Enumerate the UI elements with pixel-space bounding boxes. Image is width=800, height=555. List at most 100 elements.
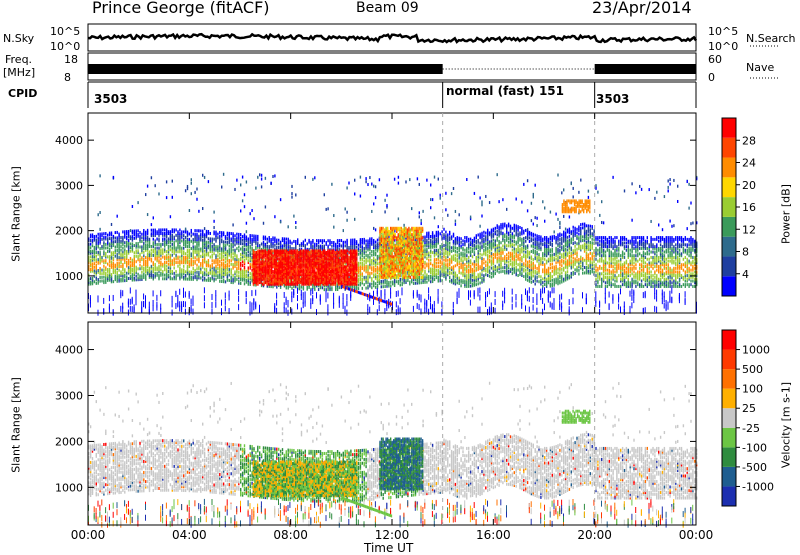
power-echo-cell (497, 266, 498, 269)
power-echo-cell (105, 232, 106, 235)
power-echo-cell (365, 243, 366, 246)
power-echo-cell (291, 242, 292, 245)
power-echo-cell (455, 223, 456, 226)
power-echo-cell (365, 240, 366, 243)
power-echo-cell (337, 239, 338, 242)
power-echo-cell (166, 250, 167, 253)
power-echo-cell (168, 230, 169, 233)
power-echo-cell (512, 232, 513, 235)
power-echo-cell (462, 239, 463, 242)
power-echo-cell (98, 233, 99, 236)
power-echo-cell (424, 236, 425, 239)
power-echo-cell (107, 250, 108, 253)
power-echo-cell (111, 223, 112, 226)
power-echo-cell (459, 277, 460, 280)
power-echo-cell (540, 294, 541, 300)
power-echo-cell (466, 178, 467, 181)
power-echo-cell (417, 290, 418, 296)
power-echo-cell (497, 257, 498, 260)
power-echo-cell (196, 274, 197, 277)
power-echo-cell (489, 258, 490, 261)
power-echo-cell (185, 291, 186, 297)
power-echo-cell (248, 266, 249, 269)
power-echo-cell (364, 256, 365, 259)
power-echo-cell (208, 252, 209, 255)
power-echo-cell (236, 179, 237, 182)
power-echo-cell (208, 241, 209, 244)
power-echo-cell (502, 257, 503, 260)
power-echo-cell (474, 244, 475, 247)
power-echo-cell (160, 228, 161, 231)
power-echo-cell (502, 301, 503, 307)
power-echo-cell (358, 284, 359, 287)
power-echo-cell (225, 257, 226, 260)
power-echo-cell (489, 255, 490, 258)
power-echo-cell (204, 271, 205, 274)
power-echo-cell (517, 274, 518, 277)
power-echo-cell (377, 242, 378, 245)
power-echo-cell (303, 292, 304, 298)
power-echo-cell (185, 252, 186, 255)
power-echo-cell (141, 265, 142, 268)
power-echo-cell (512, 261, 513, 264)
power-echo-cell (314, 176, 315, 179)
power-echo-cell (231, 259, 232, 262)
power-echo-cell (187, 245, 188, 248)
power-echo-cell (288, 225, 289, 228)
power-echo-cell (217, 254, 218, 257)
power-echo-cell (493, 233, 494, 236)
power-echo-cell (440, 270, 441, 273)
power-echo-cell (516, 241, 517, 244)
power-echo-cell (284, 237, 285, 240)
power-echo-cell (118, 274, 119, 277)
power-echo-cell (210, 265, 211, 268)
power-echo-cell (434, 249, 435, 252)
power-echo-cell (143, 242, 144, 245)
power-echo-cell (312, 178, 313, 181)
power-echo-cell (232, 249, 233, 252)
power-echo-cell (253, 298, 254, 304)
power-echo-cell (451, 279, 452, 282)
power-echo-cell (529, 240, 530, 243)
power-echo-cell (358, 287, 359, 290)
power-echo-cell (430, 296, 431, 302)
power-echo-cell (191, 276, 192, 279)
power-echo-cell (430, 280, 431, 283)
power-echo-cell (246, 230, 247, 233)
power-echo-cell (432, 231, 433, 234)
power-echo-cell (164, 274, 165, 277)
power-echo-cell (362, 245, 363, 248)
power-echo-cell (303, 286, 304, 289)
power-echo-cell (240, 237, 241, 240)
power-echo-cell (136, 242, 137, 245)
power-echo-cell (175, 239, 176, 242)
power-echo-cell (464, 249, 465, 252)
power-echo-cell (204, 277, 205, 280)
power-echo-cell (411, 279, 412, 282)
power-echo-cell (101, 279, 102, 282)
power-echo-cell (483, 231, 484, 234)
power-echo-cell (523, 268, 524, 271)
power-echo-cell (223, 255, 224, 258)
power-echo-cell (122, 247, 123, 250)
power-echo-cell (487, 229, 488, 232)
power-echo-cell (282, 237, 283, 240)
power-echo-cell (324, 239, 325, 242)
power-echo-cell (426, 232, 427, 235)
power-echo-cell (124, 248, 125, 251)
power-echo-cell (455, 210, 456, 213)
power-echo-cell (346, 239, 347, 242)
power-echo-cell (111, 251, 112, 254)
power-echo-cell (221, 300, 222, 306)
power-echo-cell (476, 240, 477, 243)
power-echo-cell (124, 279, 125, 282)
power-echo-cell (191, 247, 192, 250)
power-echo-cell (339, 302, 340, 308)
power-echo-cell (365, 180, 366, 183)
power-echo-cell (265, 205, 266, 208)
power-echo-cell (478, 239, 479, 242)
power-echo-cell (305, 291, 306, 297)
power-echo-cell (120, 290, 121, 296)
power-echo-cell (244, 193, 245, 196)
power-echo-cell (449, 267, 450, 270)
